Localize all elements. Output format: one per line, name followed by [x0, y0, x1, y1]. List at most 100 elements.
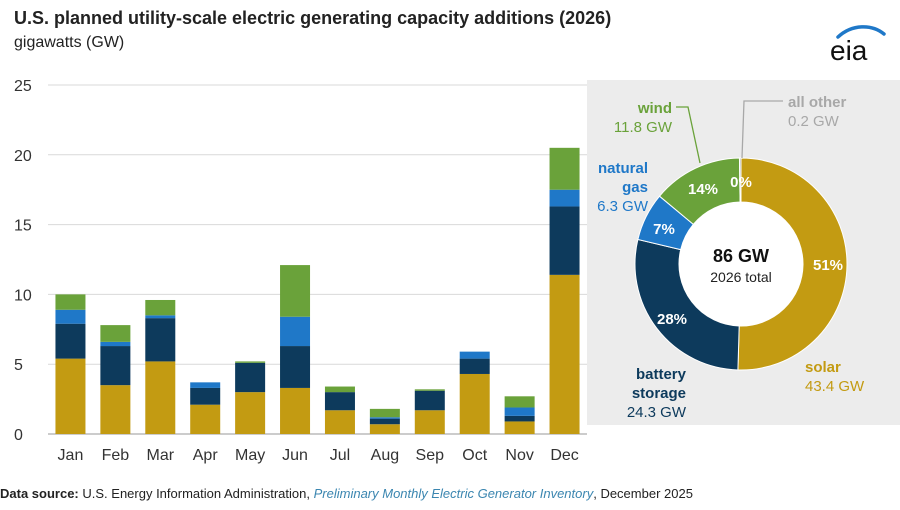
logo-swoosh [836, 25, 886, 39]
source-org: U.S. Energy Information Administration, [82, 486, 310, 501]
bar-dec-battery_storage [549, 206, 580, 275]
bar-may-wind [235, 361, 266, 363]
chart-title: U.S. planned utility-scale electric gene… [14, 8, 612, 28]
x-tick-label-dec: Dec [550, 447, 578, 464]
bar-nov-natural_gas [504, 407, 535, 416]
donut-name-solar: solar [805, 359, 841, 376]
x-tick-label-jan: Jan [58, 447, 84, 464]
leader-line-all-other [741, 100, 783, 159]
donut-hole [679, 202, 803, 326]
donut-labels: 51% 28% 7% 14% 0% 86 GW 2026 total solar 43.4 GW… [597, 94, 865, 421]
donut-percent-all_other: 0% [730, 174, 752, 191]
donut-percent-battery_storage: 28% [657, 311, 687, 328]
x-tick-label-mar: Mar [147, 447, 175, 464]
bar-may-solar [235, 392, 266, 434]
bar-may-battery_storage [235, 362, 266, 393]
x-tick-label-jul: Jul [330, 447, 350, 464]
donut-name-natural_gas-2: gas [622, 179, 648, 196]
bar-feb-wind [100, 325, 131, 342]
donut-name-battery_storage-1: battery [636, 366, 687, 383]
bar-dec-natural_gas [549, 189, 580, 207]
data-source: Data source: U.S. Energy Information Adm… [0, 486, 693, 501]
donut-percent-wind: 14% [688, 181, 718, 198]
source-label: Data source: [0, 486, 79, 501]
bar-jun-battery_storage [280, 346, 311, 388]
bar-apr-solar [190, 404, 221, 434]
bar-jun-wind [280, 265, 311, 317]
x-tick-label-feb: Feb [102, 447, 130, 464]
bar-dec-solar [549, 274, 580, 434]
bar-nov-wind [504, 396, 535, 408]
bar-jul-wind [324, 386, 355, 393]
bar-jun-solar [280, 387, 311, 434]
bar-sep-battery_storage [414, 390, 445, 411]
x-tick-label-aug: Aug [371, 447, 399, 464]
bar-aug-solar [369, 424, 400, 434]
donut-value-natural_gas: 6.3 GW [597, 198, 649, 215]
source-date: , December 2025 [593, 486, 693, 501]
chart-subtitle: gigawatts (GW) [14, 34, 125, 51]
bar-jan-battery_storage [55, 323, 86, 359]
donut-value-solar: 43.4 GW [805, 378, 865, 395]
bar-aug-battery_storage [369, 418, 400, 425]
donut-name-all_other: all other [788, 94, 847, 111]
source-doc-link[interactable]: Preliminary Monthly Electric Generator I… [313, 486, 594, 501]
y-tick-label-10: 10 [14, 287, 32, 304]
bar-jul-battery_storage [324, 392, 355, 411]
bar-jun-natural_gas [280, 316, 311, 347]
bar-sep-solar [414, 410, 445, 434]
bar-nov-solar [504, 421, 535, 434]
bar-aug-wind [369, 408, 400, 418]
y-tick-label-15: 15 [14, 218, 32, 235]
y-tick-label-25: 25 [14, 78, 32, 95]
donut-value-all_other: 0.2 GW [788, 113, 840, 130]
bar-mar-natural_gas [145, 315, 176, 319]
bar-oct-solar [459, 373, 490, 434]
donut-chart [634, 157, 848, 371]
donut-center-label: 2026 total [710, 269, 772, 285]
bar-dec-wind [549, 147, 580, 190]
donut-name-battery_storage-2: storage [632, 385, 686, 402]
logo-text: eia [830, 35, 868, 66]
y-tick-label-5: 5 [14, 357, 23, 374]
bar-jul-solar [324, 410, 355, 434]
bar-apr-battery_storage [190, 387, 221, 405]
stacked-bars [55, 147, 580, 434]
eia-logo: eia [830, 25, 886, 66]
donut-center-value: 86 GW [713, 246, 769, 266]
donut-name-wind: wind [637, 100, 672, 117]
bar-feb-solar [100, 385, 131, 434]
chart-area: Jan Feb Mar Apr May Jun Jul Aug Sep Oct Nov Dec 051… [14, 78, 865, 464]
bar-apr-natural_gas [190, 382, 221, 388]
x-tick-labels: Jan Feb Mar Apr May Jun Jul Aug Sep Oct Nov Dec [58, 447, 579, 464]
donut-name-natural_gas-1: natural [598, 160, 648, 177]
bar-mar-wind [145, 299, 176, 316]
bar-aug-natural_gas [369, 417, 400, 419]
y-tick-labels: 0 5 10 15 20 25 [14, 78, 32, 444]
x-tick-label-jun: Jun [282, 447, 308, 464]
bar-jan-wind [55, 294, 86, 310]
bar-sep-wind [414, 389, 445, 391]
donut-value-battery_storage: 24.3 GW [627, 404, 687, 421]
x-tick-label-nov: Nov [505, 447, 533, 464]
bar-feb-battery_storage [100, 346, 131, 386]
y-tick-label-20: 20 [14, 148, 32, 165]
bar-jan-natural_gas [55, 309, 86, 324]
bar-nov-battery_storage [504, 415, 535, 422]
y-tick-label-0: 0 [14, 427, 23, 444]
bar-oct-natural_gas [459, 351, 490, 359]
gridlines [48, 84, 587, 435]
donut-percent-solar: 51% [813, 257, 843, 274]
bar-oct-battery_storage [459, 358, 490, 374]
x-tick-label-may: May [235, 447, 265, 464]
x-tick-label-sep: Sep [416, 447, 445, 464]
leader-line-wind [676, 106, 701, 164]
bar-mar-solar [145, 361, 176, 434]
donut-percent-natural_gas: 7% [653, 221, 675, 238]
x-tick-label-apr: Apr [193, 447, 219, 464]
bar-jan-solar [55, 358, 86, 434]
bar-feb-natural_gas [100, 341, 131, 347]
donut-value-wind: 11.8 GW [614, 119, 673, 136]
bar-mar-battery_storage [145, 318, 176, 362]
x-tick-label-oct: Oct [462, 447, 487, 464]
